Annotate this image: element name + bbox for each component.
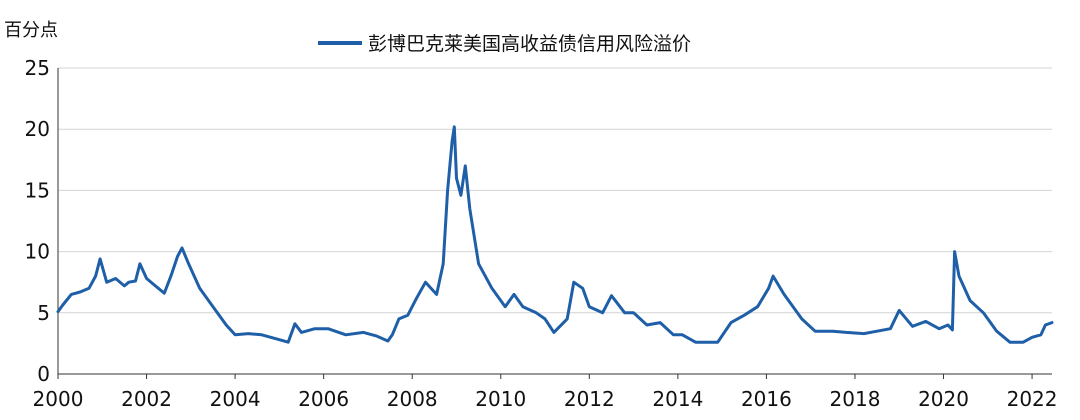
x-tick-label: 2010: [475, 387, 526, 411]
y-tick-label: 25: [25, 56, 50, 80]
legend-label: 彭博巴克莱美国高收益债信用风险溢价: [368, 33, 691, 55]
x-tick-label: 2016: [741, 387, 792, 411]
x-tick-label: 2008: [387, 387, 438, 411]
x-tick-label: 2006: [298, 387, 349, 411]
gridlines: [58, 67, 1052, 314]
x-tick-label: 2014: [652, 387, 703, 411]
x-tick-label: 2020: [918, 387, 969, 411]
series-lines: [56, 125, 1054, 344]
y-tick-label: 5: [37, 301, 50, 325]
y-tick-label: 15: [25, 178, 50, 202]
x-tick-label: 2000: [33, 387, 84, 411]
x-tick-label: 2012: [564, 387, 615, 411]
x-tick-label: 2018: [830, 387, 881, 411]
y-tick-label: 20: [25, 117, 50, 141]
series-line: [56, 125, 1054, 344]
x-axis: 2000 2002 2004 2006 2008 2010 2012 2014 2016 2018…: [33, 373, 1058, 411]
y-tick-label: 0: [37, 362, 50, 386]
x-tick-label: 2004: [210, 387, 261, 411]
legend: 彭博巴克莱美国高收益债信用风险溢价: [318, 33, 691, 55]
x-tick-label: 2022: [1007, 387, 1058, 411]
y-axis: 0 5 10 15 20 25: [25, 56, 59, 386]
x-tick-label: 2002: [121, 387, 172, 411]
y-axis-unit-label: 百分点: [4, 20, 58, 41]
y-tick-label: 10: [25, 240, 50, 264]
